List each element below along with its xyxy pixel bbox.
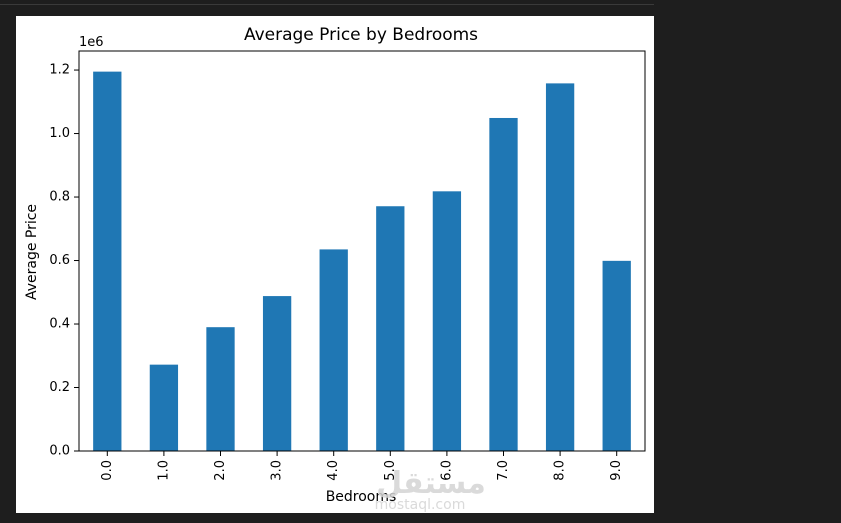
bar-5.0 — [376, 206, 405, 451]
y-axis-offset-label: 1e6 — [79, 35, 104, 50]
y-tick-label: 1.0 — [49, 126, 70, 141]
bar-0.0 — [93, 71, 122, 451]
plot-frame — [78, 50, 646, 452]
chart-title: Average Price by Bedrooms — [244, 25, 478, 45]
right-panel — [654, 4, 841, 523]
x-tick-label: 4.0 — [326, 460, 341, 481]
x-tick-label: 3.0 — [270, 460, 285, 481]
bar-7.0 — [489, 117, 518, 451]
bars-group — [93, 71, 631, 451]
bar-3.0 — [262, 296, 292, 451]
watermark-arabic: مستقل — [376, 466, 486, 501]
x-tick-label: 9.0 — [609, 460, 624, 481]
bar-8.0 — [545, 83, 575, 451]
y-tick-label: 0.4 — [49, 317, 70, 332]
x-tick-label: 6.0 — [439, 460, 454, 481]
x-tick-label: 2.0 — [213, 460, 228, 481]
y-tick-label: 0.6 — [49, 253, 70, 268]
x-tick-label: 0.0 — [100, 460, 115, 481]
bar-6.0 — [432, 191, 462, 451]
bar-1.0 — [149, 364, 179, 451]
bar-4.0 — [319, 249, 348, 451]
y-axis-label: Average Price — [24, 204, 40, 300]
bar-2.0 — [206, 327, 235, 451]
x-tick-label: 1.0 — [156, 460, 171, 481]
x-axis-ticks: 0.0 1.0 2.0 3.0 4.0 5.0 6.0 7.0 8.0 9.0 — [100, 451, 624, 481]
bar-9.0 — [602, 260, 631, 451]
editor-divider — [0, 4, 841, 5]
x-tick-label: 5.0 — [383, 460, 398, 481]
watermark: مستقل mostaql.com — [375, 466, 486, 513]
x-axis-label: Bedrooms — [326, 489, 397, 505]
chart-figure: Average Price by Bedrooms 1e6 0.0 0.2 0.4 0… — [16, 16, 654, 513]
y-tick-label: 0.8 — [49, 190, 70, 205]
y-tick-label: 0.2 — [49, 380, 70, 395]
y-tick-label: 1.2 — [49, 63, 70, 78]
y-tick-label: 0.0 — [49, 444, 70, 459]
x-tick-label: 8.0 — [553, 460, 568, 481]
bar-chart: Average Price by Bedrooms 1e6 0.00.20.40… — [24, 25, 646, 513]
x-tick-label: 7.0 — [496, 460, 511, 481]
y-axis-ticks: 0.0 0.2 0.4 0.6 0.8 1.0 1.2 — [49, 63, 79, 459]
watermark-latin: mostaql.com — [375, 497, 466, 513]
